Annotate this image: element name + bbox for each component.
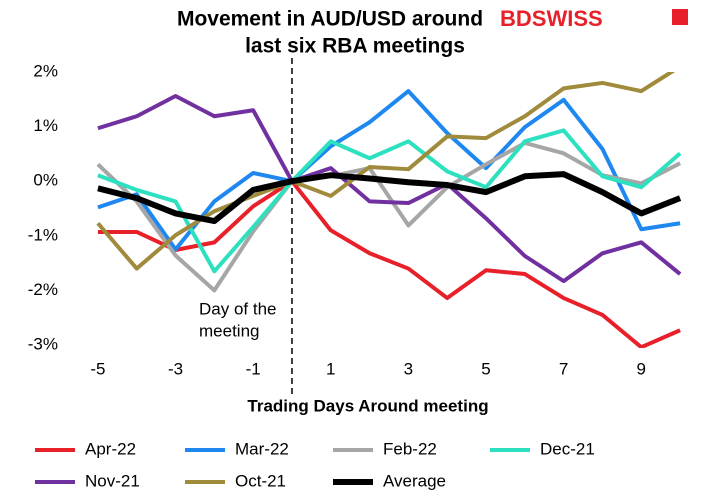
series-line: [97, 94, 682, 284]
legend-label: Oct-21: [235, 471, 286, 490]
x-tick-label: -3: [168, 359, 183, 378]
series-line: [96, 140, 682, 293]
x-tick-label: -1: [246, 359, 261, 378]
y-tick-label: 1%: [33, 116, 58, 135]
series-line: [96, 72, 676, 271]
y-tick-label: -2%: [28, 280, 58, 299]
legend-label: Nov-21: [85, 471, 140, 490]
x-tick-label: 3: [404, 359, 413, 378]
x-tick-label: 9: [637, 359, 646, 378]
x-tick-label: 1: [326, 359, 335, 378]
y-tick-label: 0%: [33, 171, 58, 190]
chart-title: last six RBA meetings: [245, 35, 465, 58]
y-tick-label: -1%: [28, 225, 58, 244]
chart-title: Movement in AUD/USD around: [177, 8, 483, 31]
legend-label: Average: [383, 471, 446, 490]
x-tick-label: -5: [90, 359, 105, 378]
legend-label: Dec-21: [540, 439, 595, 458]
series-line: [97, 179, 681, 348]
annotation: Day of the: [199, 299, 277, 318]
legend-label: Feb-22: [383, 439, 437, 458]
logo-icon: [672, 9, 688, 25]
legend-label: Mar-22: [235, 439, 289, 458]
y-tick-label: -3%: [28, 334, 58, 353]
x-tick-label: 7: [559, 359, 568, 378]
series-line: [97, 171, 682, 225]
logo: BDSWISS: [500, 6, 603, 31]
series-line: [97, 128, 682, 274]
x-axis-label: Trading Days Around meeting: [247, 396, 488, 415]
plot-area: [96, 72, 682, 348]
annotation: meeting: [199, 321, 259, 340]
y-tick-label: 2%: [33, 61, 58, 80]
legend-label: Apr-22: [85, 439, 136, 458]
x-tick-label: 5: [481, 359, 490, 378]
